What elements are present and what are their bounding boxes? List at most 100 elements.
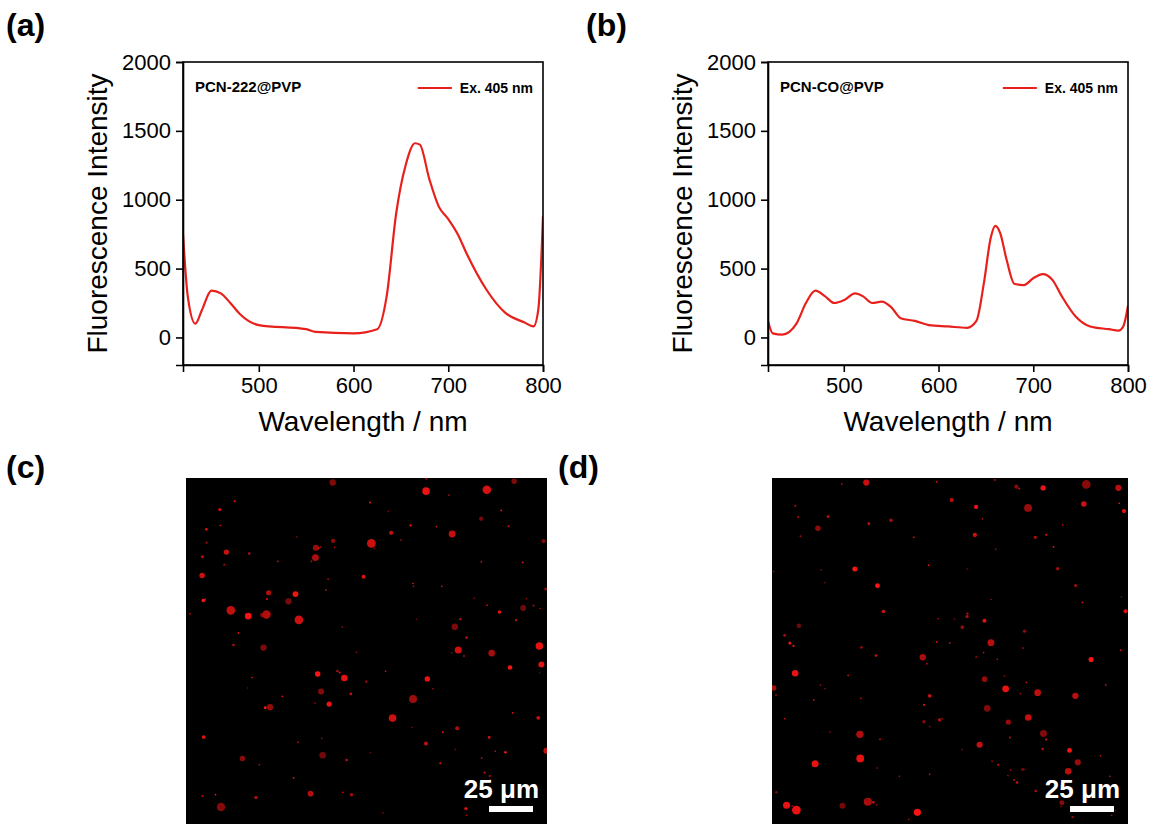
fluorescence-dot — [334, 547, 336, 549]
y-axis: 0500100015002000 — [122, 50, 183, 366]
fluorescence-dot — [1045, 534, 1047, 536]
fluorescence-dot — [202, 735, 206, 739]
fluorescence-dot — [775, 694, 777, 696]
tick-label: 1500 — [707, 118, 756, 143]
fluorescence-dot — [983, 652, 985, 654]
x-axis-title: Wavelength / nm — [843, 406, 1052, 437]
fluorescence-dot — [532, 604, 534, 606]
fluorescence-dot — [954, 618, 956, 620]
fluorescence-dot — [928, 564, 930, 566]
fluorescence-dot — [247, 687, 249, 689]
fluorescence-dot — [994, 479, 996, 481]
fluorescence-dot — [285, 598, 291, 604]
fluorescence-dot — [266, 590, 271, 595]
fluorescence-dot — [991, 760, 993, 762]
tick-mark — [176, 199, 183, 201]
fluorescence-dot — [454, 749, 456, 751]
fluorescence-dot — [996, 658, 998, 660]
fluorescence-dot — [908, 818, 910, 820]
plot-frame — [183, 62, 543, 365]
fluorescence-dot — [1040, 730, 1047, 737]
fluorescence-dot — [297, 741, 299, 743]
fluorescence-dot — [262, 610, 270, 618]
fluorescence-dot — [995, 549, 997, 551]
axis-line — [184, 366, 544, 373]
y-axis: 0500100015002000 — [707, 50, 768, 366]
fluorescence-dot — [1122, 509, 1126, 513]
scale-bar — [1070, 806, 1114, 812]
fluorescence-dot — [1021, 768, 1024, 771]
fluorescence-dot — [267, 704, 273, 710]
micrograph — [772, 478, 1128, 824]
fluorescence-dot — [800, 535, 802, 537]
scale-bar — [489, 806, 533, 812]
fluorescence-dot — [319, 752, 326, 759]
tick-mark — [761, 337, 768, 339]
tick-label: 500 — [241, 373, 278, 398]
fluorescence-dot — [936, 481, 938, 483]
fluorescence-dot — [218, 508, 221, 511]
fluorescence-dot — [442, 731, 444, 733]
tick: 0 — [744, 325, 768, 350]
tick: 2000 — [707, 50, 768, 75]
fluorescence-dot — [439, 762, 441, 764]
fluorescence-dot — [1034, 790, 1037, 793]
legend-swatch — [418, 87, 452, 89]
fluorescence-dot — [385, 671, 387, 673]
fluorescence-dot — [449, 531, 456, 538]
fluorescence-dot — [856, 755, 864, 763]
fluorescence-dot — [820, 684, 822, 686]
fluorescence-dot — [217, 803, 226, 812]
fluorescence-dot — [416, 618, 418, 620]
tick-label: 0 — [744, 325, 756, 350]
fluorescence-dot — [296, 536, 298, 538]
fluorescence-dot — [1020, 693, 1022, 695]
chart-panel: (b)5006007008000500100015002000Wavelengt… — [586, 7, 1147, 437]
fluorescence-dot — [313, 545, 319, 551]
fluorescence-dot — [829, 731, 831, 733]
fluorescence-dot — [982, 518, 984, 520]
fluorescence-dot — [788, 642, 791, 645]
fluorescence-dot — [860, 698, 862, 700]
fluorescence-dot — [922, 720, 926, 724]
fluorescence-dot — [961, 749, 963, 751]
fluorescence-dot — [314, 702, 316, 704]
fluorescence-dot — [240, 756, 245, 761]
fluorescence-dot — [318, 548, 320, 550]
tick: 500 — [241, 365, 278, 398]
tick-label: 800 — [525, 373, 562, 398]
tick-label: 800 — [1110, 373, 1147, 398]
fluorescence-dot — [234, 500, 236, 502]
fluorescence-dot — [451, 624, 458, 631]
tick-mark — [761, 131, 768, 133]
tick: 0 — [159, 325, 183, 350]
fluorescence-dot — [783, 802, 790, 809]
fluorescence-dot — [1034, 536, 1037, 539]
fluorescence-dot — [1022, 647, 1024, 649]
figure: (a)5006007008000500100015002000Wavelengt… — [0, 0, 1163, 830]
tick: 600 — [336, 365, 373, 398]
tick-mark — [176, 131, 183, 133]
fluorescence-dot — [974, 505, 978, 509]
tick-mark — [843, 365, 845, 372]
tick-label: 0 — [159, 325, 171, 350]
fluorescence-dot — [373, 548, 375, 550]
fluorescence-dot — [515, 619, 517, 621]
fluorescence-dot — [961, 625, 965, 629]
tick: 500 — [826, 365, 863, 398]
fluorescence-dot — [409, 695, 417, 703]
fluorescence-dot — [411, 727, 413, 729]
fluorescence-dot — [1100, 755, 1102, 757]
fluorescence-dot — [1025, 714, 1032, 721]
fluorescence-dot — [508, 665, 513, 670]
fluorescence-dot — [455, 726, 459, 730]
fluorescence-dot — [863, 479, 869, 485]
x-axis: 500600700800 — [769, 365, 1147, 398]
fluorescence-dot — [841, 483, 843, 485]
legend-swatch — [1003, 87, 1037, 89]
fluorescence-dot — [867, 522, 870, 525]
fluorescence-dot — [872, 801, 875, 804]
fluorescence-dot — [824, 688, 826, 690]
fluorescence-dot — [466, 815, 468, 817]
fluorescence-dot — [464, 807, 467, 810]
